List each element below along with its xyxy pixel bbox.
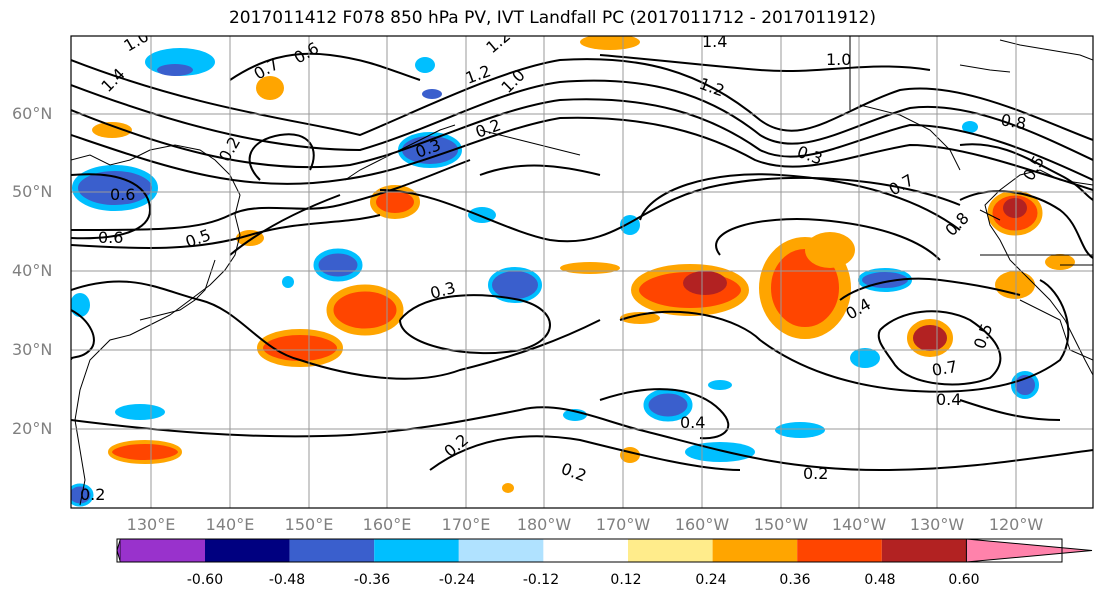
colorbar-tick-label: -0.36 <box>353 572 391 588</box>
contour-label: 0.5 <box>183 225 213 252</box>
colorbar-tick-label: -0.48 <box>268 572 306 588</box>
colorbar-tick-label: 0.36 <box>779 572 811 588</box>
map-title: 2017011412 F078 850 hPa PV, IVT Landfall… <box>228 8 876 28</box>
lon-label: 160°E <box>362 515 412 534</box>
contour-label: 0.4 <box>936 390 961 409</box>
contour-label: 0.7 <box>930 357 958 380</box>
contour-label: 0.8 <box>941 208 972 239</box>
lat-label: 20°N <box>12 419 53 438</box>
lon-label: 130°W <box>909 515 965 534</box>
contour-label: 0.2 <box>473 115 503 142</box>
colorbar-tick-label: 0.60 <box>948 572 980 588</box>
contour-label: 0.2 <box>440 430 472 461</box>
contour-label: 0.5 <box>970 321 997 351</box>
contour-label: 0.6 <box>98 228 123 247</box>
contour-label: 0.6 <box>291 38 323 67</box>
map-frame <box>70 35 1094 509</box>
lon-label: 120°W <box>988 515 1044 534</box>
colorbar-tick-label: 0.24 <box>695 572 727 588</box>
colorbar-tick-label: -0.60 <box>186 572 224 588</box>
graticule <box>71 36 1093 508</box>
colorbar-tick-label: 0.12 <box>610 572 642 588</box>
contour-label: 1.0 <box>826 50 851 69</box>
colorbar-tick-label: -0.24 <box>438 572 476 588</box>
contour-label: 0.2 <box>803 464 828 483</box>
contour-label: 0.4 <box>680 413 705 432</box>
shaded-anomalies <box>71 36 1075 507</box>
lon-label: 160°W <box>674 515 730 534</box>
lon-label: 170°W <box>595 515 651 534</box>
contour-label: 0.6 <box>110 185 135 204</box>
lon-label: 170°E <box>441 515 491 534</box>
lat-label: 40°N <box>12 261 53 280</box>
contour-label: 0.2 <box>80 485 105 504</box>
contour-label: 1.2 <box>482 26 514 57</box>
contour-label: 1.0 <box>497 65 528 96</box>
lon-label: 140°W <box>831 515 887 534</box>
contour-label: 0.8 <box>999 110 1027 133</box>
pv-contours <box>71 52 1093 472</box>
lon-label: 150°W <box>753 515 809 534</box>
colorbar-tick-label: -0.12 <box>522 572 560 588</box>
contour-label: 1.0 <box>121 26 153 55</box>
lat-label: 50°N <box>12 182 53 201</box>
lon-label: 180°W <box>516 515 572 534</box>
contour-label: 0.3 <box>428 278 458 303</box>
contour-label: 1.2 <box>697 74 727 101</box>
lon-label: 150°E <box>284 515 334 534</box>
colorbar-tick-label: 0.48 <box>864 572 896 588</box>
contour-label: 0.2 <box>559 459 589 486</box>
contour-label: 1.4 <box>702 32 727 51</box>
contour-label: 1.2 <box>463 61 493 88</box>
lat-label: 30°N <box>12 340 53 359</box>
lat-label: 60°N <box>12 104 53 123</box>
lon-label: 130°E <box>126 515 176 534</box>
contour-label: 1.4 <box>97 64 128 95</box>
lon-label: 140°E <box>205 515 255 534</box>
